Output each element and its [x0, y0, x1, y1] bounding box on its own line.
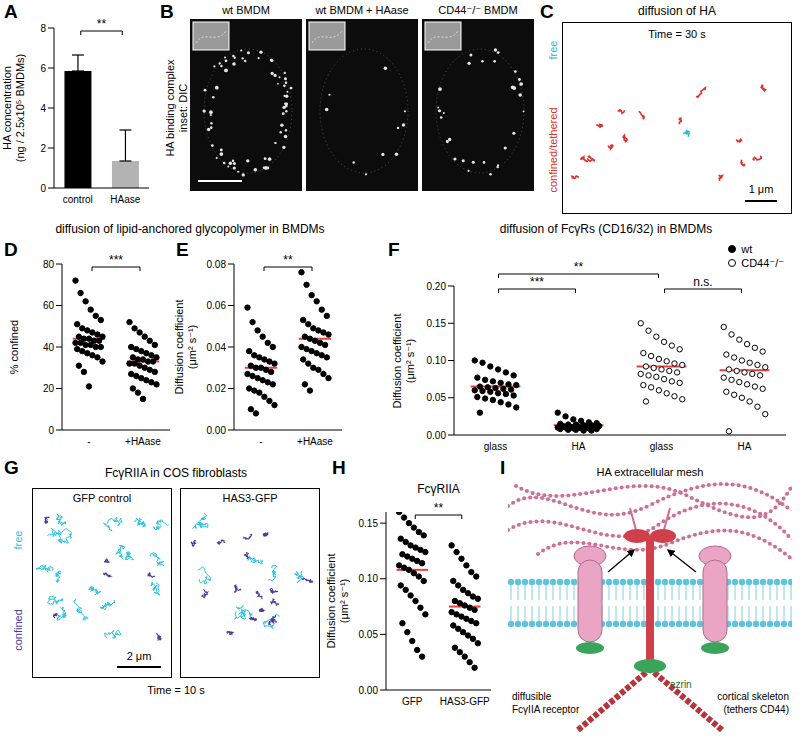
svg-text:HAS3-GFP: HAS3-GFP	[440, 696, 490, 707]
html-text:wt: wt	[741, 243, 753, 255]
svg-text:***: ***	[109, 253, 123, 267]
svg-text:FcγIIA receptor: FcγIIA receptor	[512, 704, 580, 715]
svg-text:0.02: 0.02	[207, 383, 227, 394]
svg-text:**: **	[283, 253, 293, 267]
html-text:Diffusion coefficient: Diffusion coefficient	[325, 553, 337, 649]
html-text:confined: confined	[11, 609, 24, 651]
html-text:(μm² s⁻¹): (μm² s⁻¹)	[404, 338, 416, 383]
html-text:wt BMDM + HAase: wt BMDM + HAase	[315, 4, 409, 16]
svg-text:4: 4	[40, 103, 46, 114]
html-text:HA binding complex: HA binding complex	[164, 59, 176, 157]
html-text:G: G	[4, 457, 19, 478]
svg-text:0.15: 0.15	[427, 318, 447, 329]
html-text:diffusion of lipid-anchored gl: diffusion of lipid-anchored glycopolymer…	[55, 222, 325, 236]
html-text:FcγRIIA: FcγRIIA	[417, 482, 460, 496]
html-text:Time = 10 s: Time = 10 s	[147, 684, 205, 696]
html-text:B: B	[160, 1, 174, 22]
svg-text:HA: HA	[738, 441, 752, 452]
svg-text:0: 0	[48, 425, 54, 436]
html-text:HA concentration: HA concentration	[1, 66, 13, 150]
html-text:wt BMDM: wt BMDM	[222, 4, 270, 16]
svg-text:***: ***	[530, 275, 544, 289]
html-text:CD44⁻/⁻ BMDM: CD44⁻/⁻ BMDM	[438, 4, 518, 16]
svg-text:HA: HA	[572, 441, 586, 452]
html-text:(ng / 2.5x10⁵ BMDMs): (ng / 2.5x10⁵ BMDMs)	[14, 53, 26, 163]
svg-text:**: **	[97, 17, 107, 31]
svg-text:0.06: 0.06	[207, 300, 227, 311]
html-text:confined/tethered: confined/tethered	[546, 107, 559, 193]
svg-text:1 μm: 1 μm	[749, 183, 774, 195]
svg-text:GFP control: GFP control	[73, 492, 132, 504]
svg-text:0.05: 0.05	[427, 392, 447, 403]
svg-text:0.05: 0.05	[359, 629, 379, 640]
html-text:Diffusion coefficient: Diffusion coefficient	[173, 299, 185, 395]
html-text:free: free	[546, 40, 559, 60]
svg-text:-: -	[87, 436, 90, 447]
html-text:E: E	[176, 239, 189, 260]
svg-text:60: 60	[43, 300, 55, 311]
svg-text:glass: glass	[650, 441, 673, 452]
svg-text:8: 8	[40, 23, 46, 34]
svg-text:+HAase: +HAase	[297, 436, 333, 447]
svg-text:HAase: HAase	[110, 194, 140, 205]
svg-text:0.15: 0.15	[359, 518, 379, 529]
svg-text:0.00: 0.00	[207, 425, 227, 436]
svg-text:GFP: GFP	[402, 696, 423, 707]
svg-text:diffusible: diffusible	[512, 691, 552, 702]
svg-text:6: 6	[40, 63, 46, 74]
svg-text:0: 0	[40, 183, 46, 194]
html-text:Diffusion coefficient: Diffusion coefficient	[391, 313, 403, 408]
svg-text:0.10: 0.10	[359, 573, 379, 584]
svg-text:HA extracellular mesh: HA extracellular mesh	[597, 466, 704, 478]
svg-text:HAS3-GFP: HAS3-GFP	[222, 492, 277, 504]
svg-text:n.s.: n.s.	[693, 275, 712, 289]
html-text:FcγRIIA in COS fibroblasts: FcγRIIA in COS fibroblasts	[105, 466, 247, 480]
html-text:I: I	[500, 457, 506, 478]
svg-text:0.08: 0.08	[207, 259, 227, 270]
svg-text:(tethers CD44): (tethers CD44)	[723, 704, 789, 715]
svg-text:0.10: 0.10	[427, 355, 447, 366]
svg-text:40: 40	[43, 342, 55, 353]
svg-text:0.00: 0.00	[427, 430, 447, 441]
html-text:D: D	[4, 239, 18, 260]
svg-text:2 μm: 2 μm	[127, 650, 152, 662]
html-text:% confined: % confined	[7, 319, 20, 375]
html-text:inset: DIC: inset: DIC	[177, 83, 189, 133]
svg-text:Time = 30 s: Time = 30 s	[648, 28, 706, 40]
svg-text:-: -	[259, 436, 262, 447]
svg-text:2: 2	[40, 143, 46, 154]
html-text:CD44⁻/⁻: CD44⁻/⁻	[741, 256, 784, 269]
svg-text:glass: glass	[484, 441, 507, 452]
html-text:diffusion of FcγRs (CD16/32) i: diffusion of FcγRs (CD16/32) in BMDMs	[499, 222, 713, 236]
html-text:H: H	[332, 457, 346, 478]
html-text:(μm² s⁻¹): (μm² s⁻¹)	[338, 578, 350, 624]
svg-text:+HAase: +HAase	[125, 436, 161, 447]
html-text:diffusion of HA: diffusion of HA	[638, 4, 716, 18]
svg-text:80: 80	[43, 259, 55, 270]
svg-text:0.00: 0.00	[359, 685, 379, 696]
html-text:free: free	[11, 530, 24, 550]
svg-text:0.20: 0.20	[427, 281, 447, 292]
svg-text:0.04: 0.04	[207, 342, 227, 353]
html-text:C: C	[540, 1, 554, 22]
html-text:F: F	[388, 239, 400, 260]
svg-text:control: control	[63, 194, 93, 205]
svg-text:cortical skeleton: cortical skeleton	[717, 691, 789, 702]
svg-text:**: **	[574, 260, 584, 274]
html-text:(μm² s⁻¹): (μm² s⁻¹)	[186, 324, 198, 370]
html-text:A: A	[4, 1, 18, 22]
svg-text:ezrin: ezrin	[670, 679, 692, 690]
svg-text:20: 20	[43, 383, 55, 394]
svg-text:**: **	[434, 501, 444, 515]
